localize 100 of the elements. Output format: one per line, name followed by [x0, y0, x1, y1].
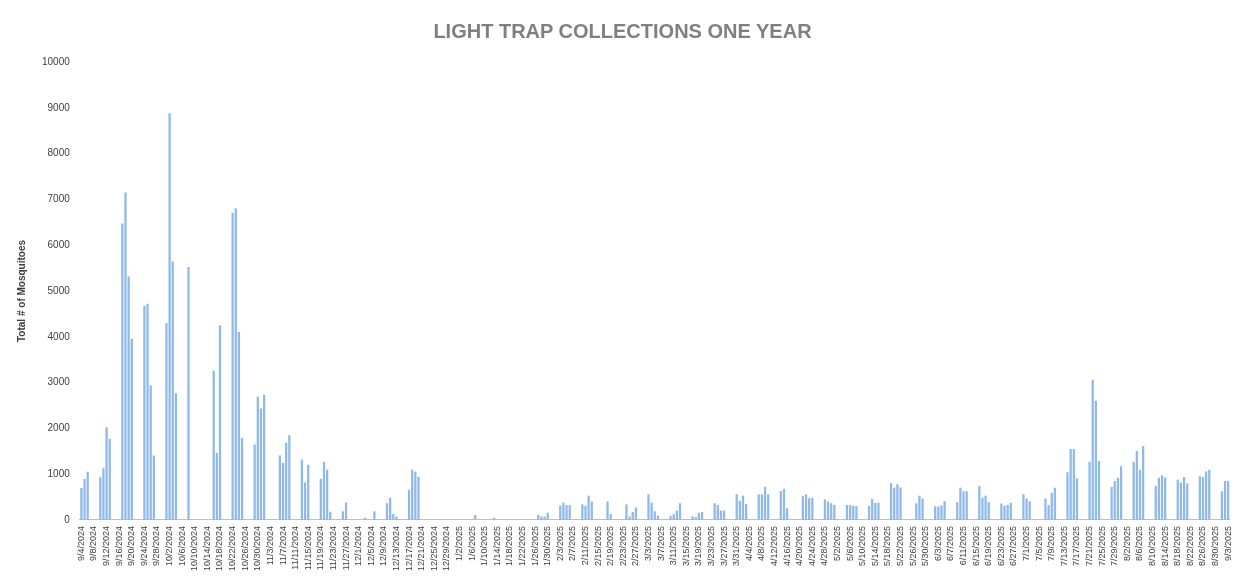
bar — [581, 504, 584, 520]
x-tick-label: 5/22/2025 — [895, 525, 906, 566]
bar — [105, 427, 108, 520]
x-tick-label: 2/27/2025 — [630, 525, 641, 566]
bar — [540, 516, 543, 520]
x-tick-label: 8/26/2025 — [1197, 525, 1208, 566]
x-tick-label: 9/20/2024 — [126, 525, 137, 566]
x-tick-label: 8/6/2025 — [1134, 525, 1145, 561]
x-tick-label: 11/23/2024 — [327, 525, 338, 571]
bar — [1044, 498, 1047, 520]
x-tick-label: 12/25/2024 — [428, 525, 439, 571]
bar — [691, 516, 694, 520]
x-tick-label: 10/10/2024 — [189, 525, 200, 571]
x-tick-label: 12/13/2024 — [390, 525, 401, 571]
bar — [543, 516, 546, 520]
x-tick-label: 6/27/2025 — [1008, 525, 1019, 566]
x-tick-label: 6/23/2025 — [995, 525, 1006, 566]
x-tick-label: 3/15/2025 — [680, 525, 691, 566]
x-tick-label: 8/18/2025 — [1172, 525, 1183, 566]
x-tick-label: 9/16/2024 — [113, 525, 124, 566]
x-tick-label: 7/29/2025 — [1109, 525, 1120, 566]
x-tick-label: 7/13/2025 — [1058, 525, 1069, 566]
bar — [1022, 494, 1025, 520]
bar — [587, 495, 590, 520]
x-tick-label: 10/14/2024 — [201, 525, 212, 571]
bar — [417, 476, 420, 520]
x-tick-label: 2/23/2025 — [617, 525, 628, 566]
x-tick-label: 1/6/2025 — [466, 525, 477, 561]
bar — [735, 494, 738, 520]
y-tick-label: 2000 — [47, 422, 71, 434]
bar — [474, 514, 477, 520]
x-tick-label: 11/27/2024 — [340, 525, 351, 571]
x-tick-label: 9/4/2024 — [75, 525, 86, 561]
x-tick-label: 11/3/2024 — [264, 525, 275, 566]
bar — [669, 515, 672, 520]
y-axis-title: Total # of Mosquitoes — [15, 239, 27, 342]
bar — [187, 266, 190, 520]
x-tick-label: 5/14/2025 — [869, 525, 880, 566]
x-tick-label: 12/5/2024 — [365, 525, 376, 566]
y-tick-label: 8000 — [47, 147, 71, 159]
x-tick-label: 8/2/2025 — [1121, 525, 1132, 561]
bar — [537, 514, 540, 520]
x-tick-label: 3/23/2025 — [705, 525, 716, 566]
x-tick-label: 4/16/2025 — [781, 525, 792, 566]
y-tick-label: 1000 — [47, 467, 71, 479]
x-tick-label: 2/19/2025 — [605, 525, 616, 566]
x-tick-label: 1/22/2025 — [516, 525, 527, 566]
x-tick-label: 10/6/2024 — [176, 525, 187, 566]
x-tick-label: 2/3/2025 — [554, 525, 565, 561]
bar — [1000, 503, 1003, 520]
x-tick-label: 11/19/2024 — [315, 525, 326, 571]
x-tick-label: 12/9/2024 — [378, 525, 389, 566]
x-tick-label: 11/11/2024 — [290, 525, 301, 570]
x-tick-label: 8/30/2025 — [1210, 525, 1221, 566]
x-tick-label: 3/31/2025 — [731, 525, 742, 566]
bar — [168, 113, 171, 520]
x-tick-label: 2/11/2025 — [579, 525, 590, 566]
x-tick-label: 6/7/2025 — [945, 525, 956, 561]
x-tick-label: 12/17/2024 — [403, 525, 414, 571]
bar — [959, 487, 962, 520]
x-tick-label: 9/8/2024 — [88, 525, 99, 561]
bar — [934, 506, 937, 520]
x-tick-label: 5/6/2025 — [844, 525, 855, 561]
bar — [757, 494, 760, 520]
x-tick-label: 7/5/2025 — [1033, 525, 1044, 561]
bar — [625, 504, 628, 520]
x-tick-label: 9/28/2024 — [151, 525, 162, 566]
x-tick-label: 1/30/2025 — [542, 525, 553, 566]
bar — [672, 514, 675, 520]
x-tick-label: 4/20/2025 — [794, 525, 805, 566]
y-tick-label: 9000 — [47, 101, 71, 113]
x-tick-label: 7/9/2025 — [1046, 525, 1057, 561]
x-tick-label: 4/24/2025 — [806, 525, 817, 566]
x-tick-label: 12/21/2024 — [416, 525, 427, 571]
x-tick-label: 7/21/2025 — [1084, 525, 1095, 566]
y-tick-label: 0 — [64, 513, 71, 525]
bar — [146, 303, 149, 520]
x-tick-label: 4/4/2025 — [743, 525, 754, 561]
x-tick-label: 10/22/2024 — [227, 525, 238, 571]
x-tick-label: 9/24/2024 — [138, 525, 149, 566]
bar — [694, 517, 697, 520]
y-tick-label: 6000 — [47, 238, 71, 250]
bar — [143, 305, 146, 520]
x-tick-label: 5/2/2025 — [832, 525, 842, 561]
x-tick-label: 7/1/2025 — [1021, 525, 1032, 561]
x-tick-label: 1/18/2025 — [504, 525, 515, 566]
x-tick-label: 3/7/2025 — [655, 525, 666, 561]
x-tick-label: 6/3/2025 — [932, 525, 943, 561]
x-tick-label: 6/11/2025 — [958, 525, 969, 566]
bar — [647, 494, 650, 520]
x-tick-label: 12/29/2024 — [441, 525, 452, 571]
x-tick-label: 5/26/2025 — [907, 525, 918, 566]
x-tick-label: 7/25/2025 — [1096, 525, 1107, 566]
x-tick-label: 3/11/2025 — [668, 525, 679, 566]
x-tick-label: 8/10/2025 — [1147, 525, 1158, 566]
x-tick-label: 10/2/2024 — [164, 525, 175, 566]
bar — [921, 498, 924, 520]
bar — [373, 511, 376, 520]
x-tick-label: 4/12/2025 — [768, 525, 779, 566]
y-tick-label: 3000 — [47, 376, 71, 388]
